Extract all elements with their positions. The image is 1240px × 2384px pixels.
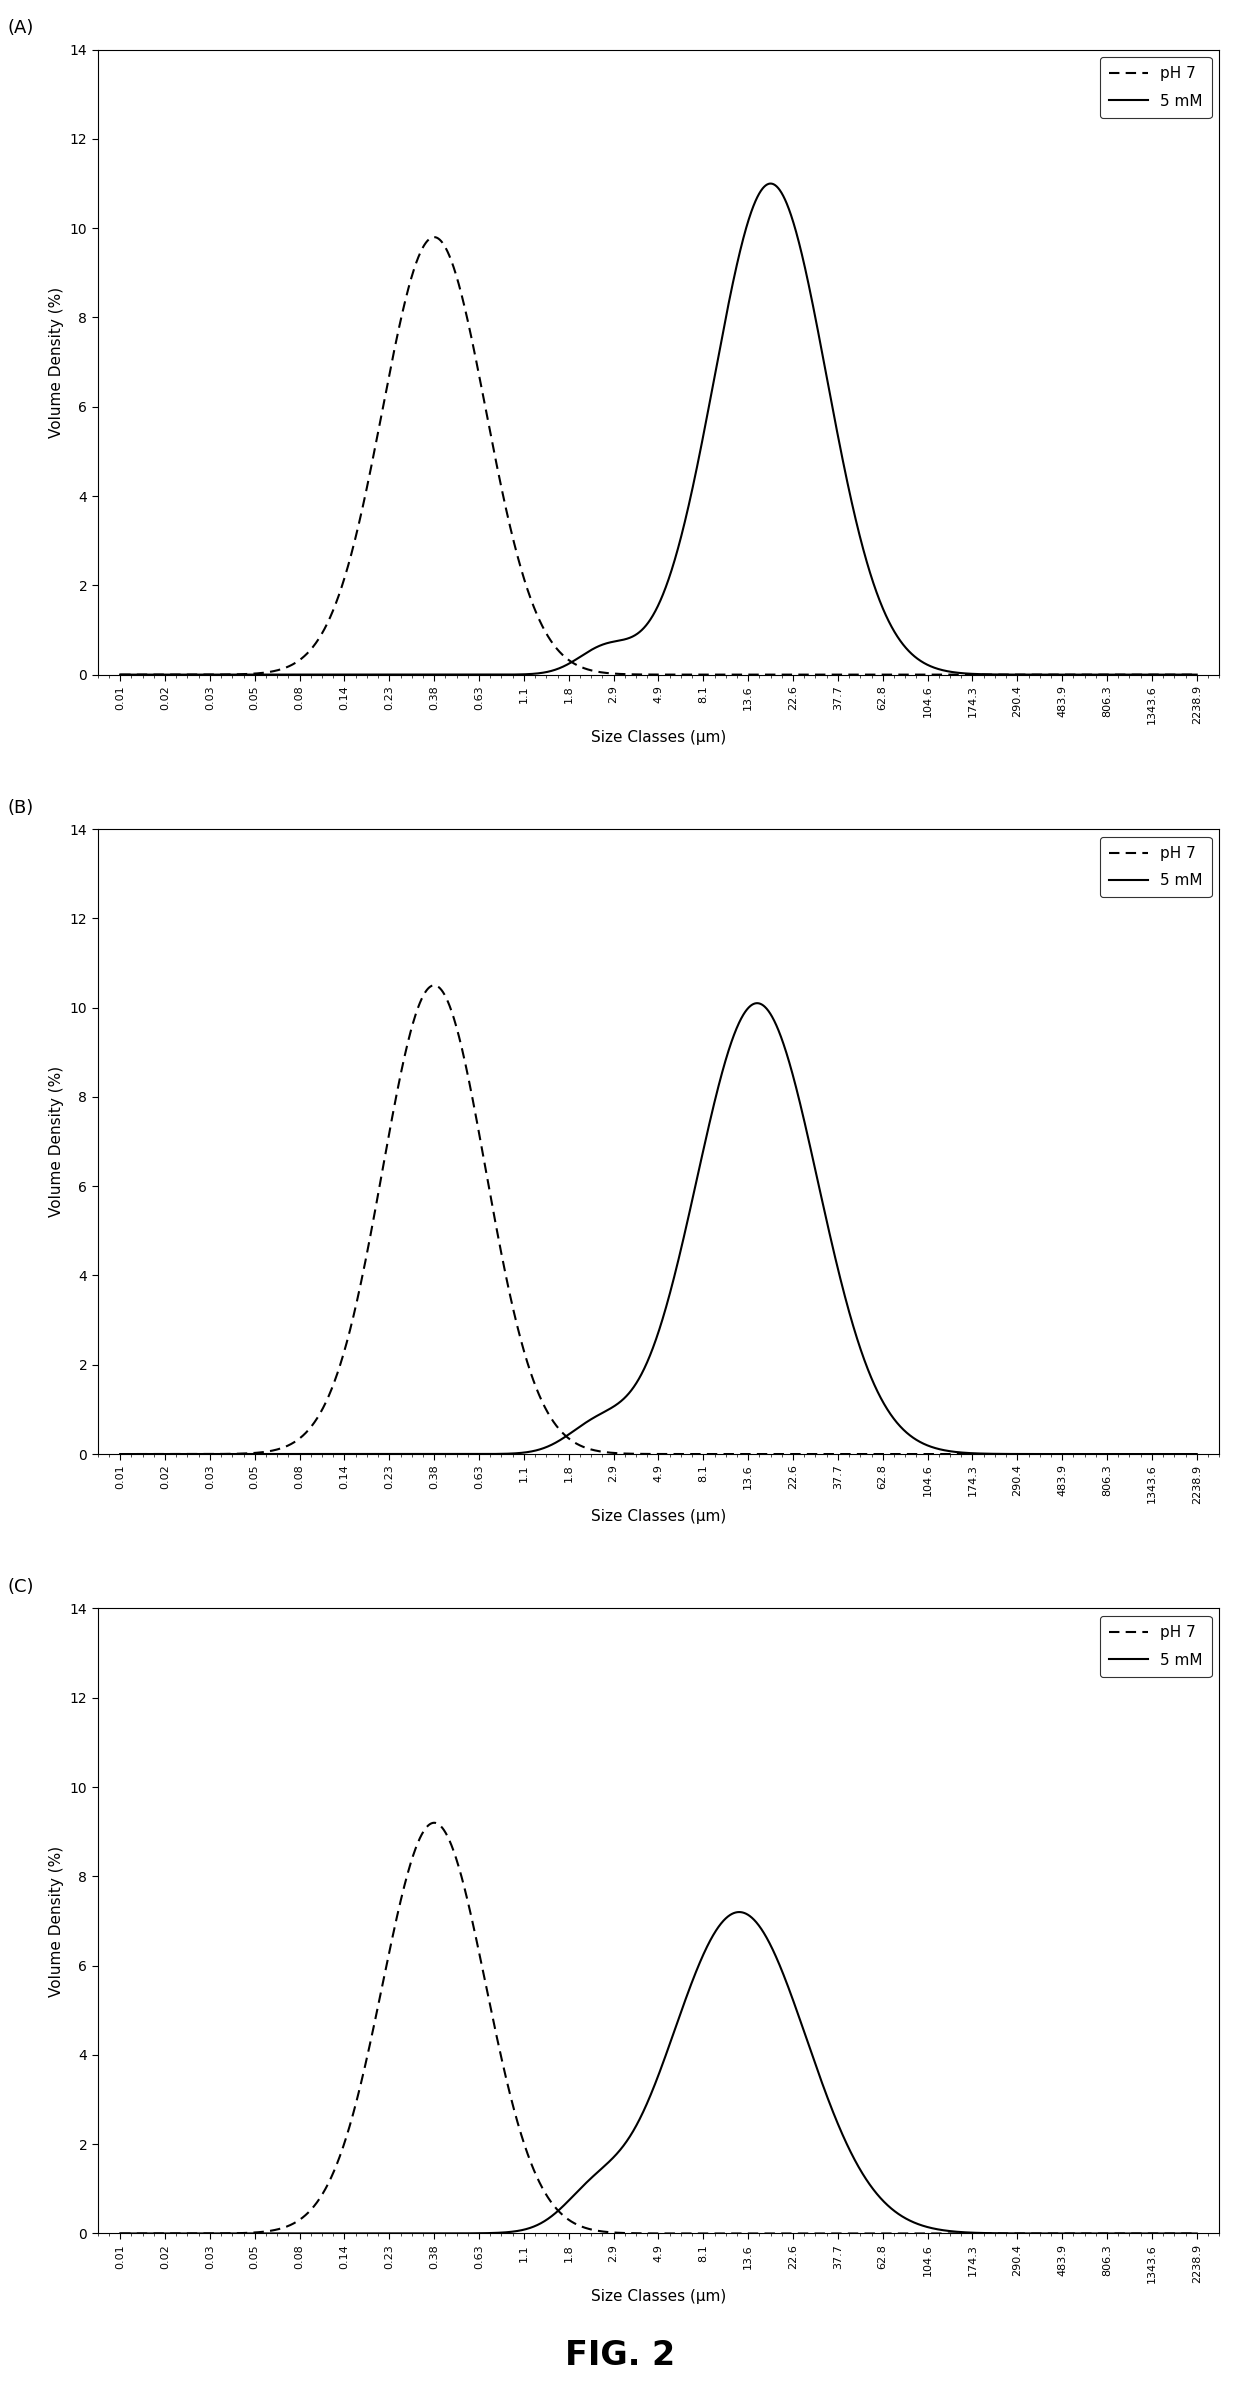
5 mM — [1189, 1440, 1204, 1469]
pH 7 — [526, 1366, 541, 1395]
5 mM — [236, 660, 250, 689]
Text: (C): (C) — [7, 1578, 35, 1595]
Line: 5 mM: 5 mM — [120, 1912, 1197, 2234]
Legend: pH 7, 5 mM: pH 7, 5 mM — [1100, 837, 1211, 896]
pH 7 — [1189, 660, 1204, 689]
pH 7 — [573, 2212, 588, 2241]
pH 7 — [1053, 660, 1068, 689]
5 mM — [572, 2174, 587, 2203]
pH 7 — [427, 970, 441, 999]
5 mM — [1168, 1440, 1183, 1469]
pH 7 — [113, 660, 128, 689]
pH 7 — [427, 1809, 441, 1838]
Line: 5 mM: 5 mM — [120, 1004, 1197, 1454]
5 mM — [572, 1411, 587, 1440]
Text: FIG. 2: FIG. 2 — [565, 2339, 675, 2372]
Y-axis label: Volume Density (%): Volume Density (%) — [50, 1066, 64, 1218]
5 mM — [299, 1440, 314, 1469]
5 mM — [236, 2220, 250, 2248]
pH 7 — [526, 591, 541, 620]
5 mM — [113, 660, 128, 689]
pH 7 — [113, 2220, 128, 2248]
Legend: pH 7, 5 mM: pH 7, 5 mM — [1100, 57, 1211, 117]
Line: 5 mM: 5 mM — [120, 184, 1197, 675]
5 mM — [113, 1440, 128, 1469]
5 mM — [572, 644, 587, 672]
pH 7 — [573, 1430, 588, 1459]
5 mM — [526, 660, 541, 689]
Line: pH 7: pH 7 — [120, 236, 1197, 675]
Text: (B): (B) — [7, 799, 35, 818]
5 mM — [236, 1440, 250, 1469]
pH 7 — [299, 2200, 314, 2229]
5 mM — [763, 169, 777, 198]
5 mM — [1189, 2220, 1204, 2248]
Line: pH 7: pH 7 — [120, 1824, 1197, 2234]
pH 7 — [1168, 660, 1183, 689]
pH 7 — [236, 1440, 250, 1469]
5 mM — [526, 2212, 541, 2241]
Line: pH 7: pH 7 — [120, 985, 1197, 1454]
pH 7 — [573, 653, 588, 682]
pH 7 — [1189, 2220, 1204, 2248]
X-axis label: Size Classes (μm): Size Classes (μm) — [590, 730, 727, 744]
5 mM — [1189, 660, 1204, 689]
5 mM — [299, 2220, 314, 2248]
5 mM — [1168, 2220, 1183, 2248]
pH 7 — [1168, 1440, 1183, 1469]
pH 7 — [427, 222, 441, 250]
pH 7 — [299, 639, 314, 668]
5 mM — [299, 660, 314, 689]
5 mM — [113, 2220, 128, 2248]
Y-axis label: Volume Density (%): Volume Density (%) — [50, 286, 64, 439]
Legend: pH 7, 5 mM: pH 7, 5 mM — [1100, 1616, 1211, 1676]
5 mM — [1053, 660, 1068, 689]
pH 7 — [526, 2155, 541, 2184]
pH 7 — [236, 2220, 250, 2248]
5 mM — [1053, 1440, 1068, 1469]
pH 7 — [236, 660, 250, 689]
X-axis label: Size Classes (μm): Size Classes (μm) — [590, 2289, 727, 2303]
pH 7 — [113, 1440, 128, 1469]
Y-axis label: Volume Density (%): Volume Density (%) — [50, 1845, 64, 1995]
5 mM — [526, 1438, 541, 1466]
pH 7 — [1053, 1440, 1068, 1469]
5 mM — [732, 1898, 746, 1926]
X-axis label: Size Classes (μm): Size Classes (μm) — [590, 1509, 727, 1523]
5 mM — [749, 989, 764, 1018]
pH 7 — [1168, 2220, 1183, 2248]
pH 7 — [1053, 2220, 1068, 2248]
5 mM — [1053, 2220, 1068, 2248]
pH 7 — [1189, 1440, 1204, 1469]
pH 7 — [299, 1418, 314, 1447]
5 mM — [1168, 660, 1183, 689]
Text: (A): (A) — [7, 19, 35, 38]
